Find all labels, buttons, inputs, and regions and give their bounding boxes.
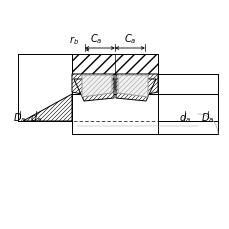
Text: $D_a$: $D_a$ — [13, 111, 27, 124]
Text: $C_a$: $C_a$ — [89, 32, 102, 46]
Text: $r_b$: $r_b$ — [69, 34, 79, 47]
Polygon shape — [115, 75, 157, 95]
Bar — [72, 55, 157, 75]
Text: $C_a$: $C_a$ — [123, 32, 136, 46]
Polygon shape — [74, 80, 114, 101]
Text: $d_a$: $d_a$ — [178, 111, 190, 124]
Polygon shape — [23, 95, 72, 121]
Bar — [72, 95, 217, 134]
Polygon shape — [72, 75, 114, 95]
Polygon shape — [117, 76, 147, 98]
Polygon shape — [115, 80, 155, 101]
Polygon shape — [82, 76, 112, 98]
Text: $d_a$: $d_a$ — [30, 111, 42, 124]
Text: $D_a$: $D_a$ — [201, 111, 214, 124]
